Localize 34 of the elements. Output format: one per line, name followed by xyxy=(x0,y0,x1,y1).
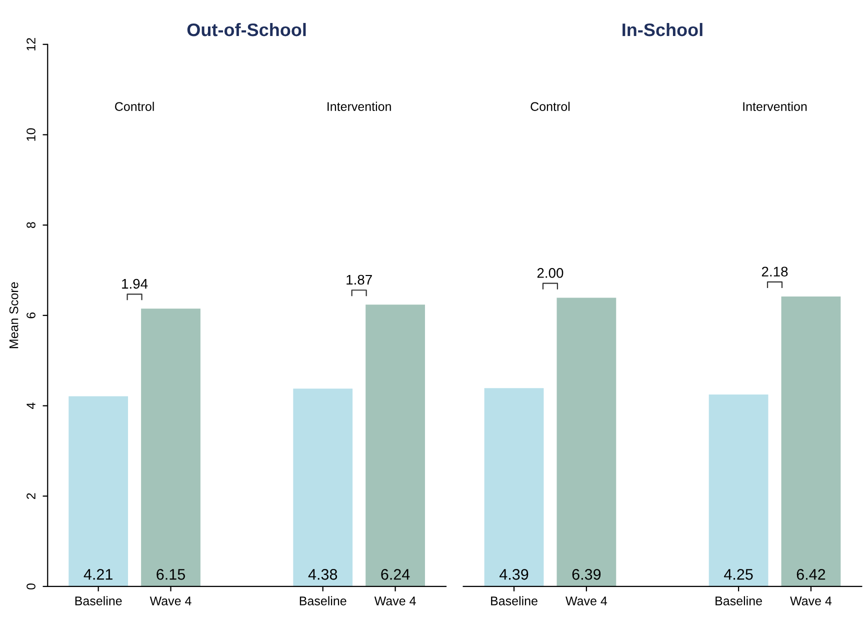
data-label: 6.42 xyxy=(796,569,826,580)
y-tick-label: 12 xyxy=(26,38,36,50)
annotation: Intervention xyxy=(743,102,807,111)
annotation: Control xyxy=(115,102,154,111)
data-label: 4.39 xyxy=(499,569,528,580)
x-tick-label: Baseline xyxy=(75,596,122,606)
y-tick-label: 0 xyxy=(26,583,36,590)
x-tick-label: Wave 4 xyxy=(790,596,832,606)
annotation: 2.18 xyxy=(762,266,788,277)
data-label: 4.21 xyxy=(84,569,112,580)
y-axis-title: Mean Score xyxy=(9,282,18,348)
annotation: Control xyxy=(530,102,570,111)
y-tick-label: 4 xyxy=(26,402,36,409)
x-tick-label: Wave 4 xyxy=(374,596,416,606)
data-label: 4.25 xyxy=(724,569,753,580)
data-label: 6.39 xyxy=(572,569,601,580)
x-tick-label: Wave 4 xyxy=(566,596,608,606)
annotation: 1.94 xyxy=(122,278,148,289)
x-tick-label: Wave 4 xyxy=(150,596,192,606)
data-label: 6.24 xyxy=(381,569,410,580)
y-tick-label: 2 xyxy=(26,493,36,499)
data-label: 4.38 xyxy=(308,569,338,580)
x-tick-label: Baseline xyxy=(300,596,346,606)
x-tick-label: Baseline xyxy=(491,596,538,606)
chart-title: In-School xyxy=(622,22,702,36)
annotation: 2.00 xyxy=(537,268,564,278)
annotation: 1.87 xyxy=(346,274,372,285)
annotation: Intervention xyxy=(328,102,391,111)
y-tick-label: 8 xyxy=(26,222,36,228)
y-tick-label: 10 xyxy=(26,128,36,141)
x-tick-label: Baseline xyxy=(716,596,762,606)
data-label: 6.15 xyxy=(156,569,185,580)
y-tick-label: 6 xyxy=(26,312,36,318)
chart-title: Out-of-School xyxy=(187,22,306,36)
